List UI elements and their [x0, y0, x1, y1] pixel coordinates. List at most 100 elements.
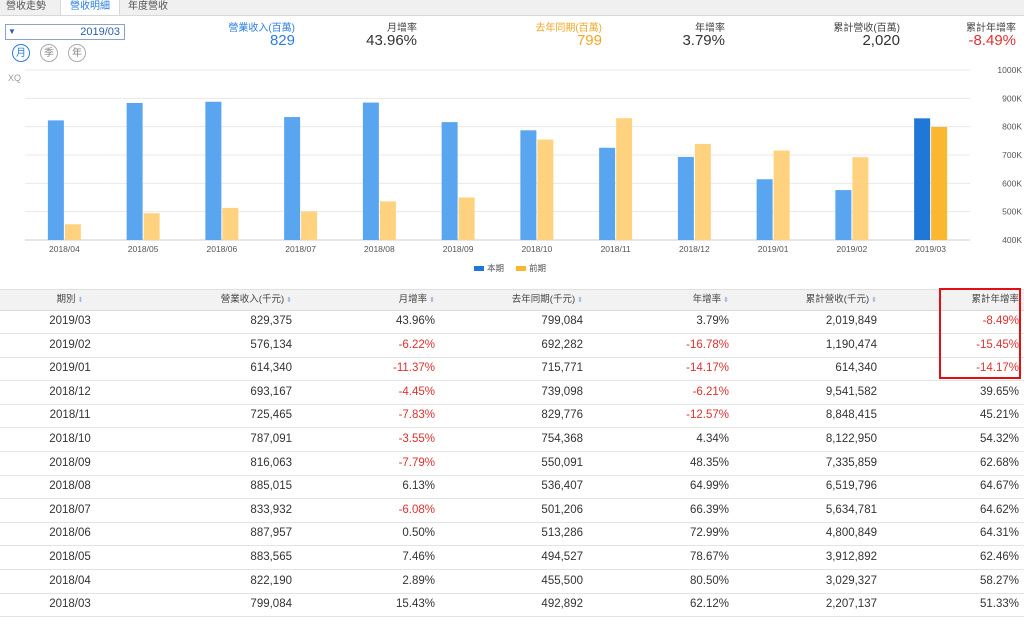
bar-previous — [379, 201, 396, 240]
table-row[interactable]: 2018/09 816,063 -7.79% 550,091 48.35% 7,335,8… — [0, 452, 1024, 476]
table-cell: -15.45% — [976, 338, 1019, 351]
summary-value-0: 829 — [269, 32, 295, 49]
table-cell: 829,776 — [541, 409, 583, 422]
column-header-3[interactable]: 去年同期(千元) ⬍ — [443, 290, 583, 310]
table-cell: 536,407 — [541, 480, 583, 493]
tab-bar: 營收走勢 營收明細 年度營收 — [0, 0, 1024, 16]
x-tick-label: 2018/08 — [364, 244, 395, 254]
table-cell: 614,340 — [250, 362, 292, 375]
bar-previous — [64, 224, 81, 240]
tab-revenue-detail[interactable]: 營收明細 — [60, 0, 120, 15]
column-header-label: 月增率 — [398, 294, 428, 305]
table-row[interactable]: 2018/12 693,167 -4.45% 739,098 -6.21% 9,541,5… — [0, 381, 1024, 405]
freq-quarterly-button[interactable]: 季 — [40, 44, 58, 62]
column-header-label: 期別 — [56, 294, 76, 305]
table-cell: 2019/01 — [49, 362, 91, 375]
table-cell: 5,634,781 — [825, 503, 877, 516]
table-cell: 799,084 — [541, 315, 583, 327]
x-tick-label: 2018/10 — [522, 244, 553, 254]
table-cell: 2018/06 — [49, 527, 91, 540]
column-header-label: 營業收入(千元) — [220, 294, 285, 305]
table-cell: -7.79% — [398, 456, 435, 469]
column-header-0[interactable]: 期別 ⬇ — [40, 290, 100, 310]
bar-previous — [931, 126, 948, 240]
bar-previous — [773, 150, 790, 240]
column-header-2[interactable]: 月增率 ⬍ — [295, 290, 435, 310]
table-cell: 0.50% — [402, 527, 435, 540]
tab-annual-revenue[interactable]: 年度營收 — [128, 1, 168, 12]
table-cell: 2019/03 — [49, 315, 91, 327]
table-row[interactable]: 2018/04 822,190 2.89% 455,500 80.50% 3,029,32… — [0, 570, 1024, 594]
table-cell: -14.17% — [976, 362, 1019, 375]
table-cell: 2019/02 — [49, 338, 91, 351]
x-tick-label: 2018/06 — [207, 244, 238, 254]
table-cell: -3.55% — [398, 433, 435, 445]
table-cell: 3,912,892 — [825, 551, 877, 563]
table-cell: 3.79% — [696, 315, 729, 327]
column-header-1[interactable]: 營業收入(千元) ⬍ — [152, 290, 292, 310]
freq-monthly-button[interactable]: 月 — [12, 44, 30, 62]
bar-current — [441, 122, 458, 240]
tab-revenue-trend[interactable]: 營收走勢 — [6, 1, 46, 12]
bar-previous — [222, 207, 239, 240]
table-cell: 8,122,950 — [825, 433, 877, 445]
table-cell: 39.65% — [979, 385, 1019, 398]
table-cell: 4,800,849 — [825, 527, 877, 540]
table-cell: 693,167 — [250, 385, 292, 398]
sort-icon: ⬍ — [577, 297, 583, 304]
table-cell: 62.12% — [689, 598, 729, 611]
table-row[interactable]: 2018/10 787,091 -3.55% 754,368 4.34% 8,122,95… — [0, 428, 1024, 452]
table-cell: 492,892 — [541, 598, 583, 611]
table-cell: 8,848,415 — [825, 409, 877, 422]
legend-swatch-previous — [516, 266, 526, 271]
table-row[interactable]: 2019/01 614,340 -11.37% 715,771 -14.17% 614,3… — [0, 357, 1024, 382]
table-cell: 45.21% — [979, 409, 1019, 422]
table-cell: 48.35% — [689, 456, 729, 469]
table-row[interactable]: 2019/02 576,134 -6.22% 692,282 -16.78% 1,190,… — [0, 334, 1024, 358]
legend-swatch-current — [474, 266, 484, 271]
table-cell: 3,029,327 — [825, 574, 877, 587]
table-cell: 692,282 — [541, 338, 583, 351]
table-cell: 725,465 — [250, 409, 292, 422]
table-cell: 6,519,796 — [825, 480, 877, 493]
sort-icon: ⬍ — [286, 297, 292, 304]
table-cell: 2018/04 — [49, 574, 91, 587]
table-cell: 43.96% — [395, 315, 435, 327]
table-cell: 7,335,859 — [825, 456, 877, 469]
table-row[interactable]: 2018/07 833,932 -6.08% 501,206 66.39% 5,634,7… — [0, 499, 1024, 523]
sort-icon: ⬍ — [871, 297, 877, 304]
table-cell: 64.62% — [979, 503, 1019, 516]
table-cell: 816,063 — [250, 456, 292, 469]
table-cell: 80.50% — [689, 574, 729, 587]
summary-value-4: 2,020 — [862, 32, 900, 49]
table-row[interactable]: 2018/05 883,565 7.46% 494,527 78.67% 3,912,89… — [0, 546, 1024, 570]
table-cell: 2018/03 — [49, 598, 91, 611]
table-row[interactable]: 2018/08 885,015 6.13% 536,407 64.99% 6,519,79… — [0, 475, 1024, 500]
table-cell: 822,190 — [250, 574, 292, 587]
table-row[interactable]: 2018/11 725,465 -7.83% 829,776 -12.57% 8,848,… — [0, 404, 1024, 429]
table-cell: 2018/08 — [49, 480, 91, 493]
table-cell: 64.31% — [979, 527, 1019, 540]
dropdown-arrow-icon: ▼ — [8, 27, 16, 36]
bar-current — [205, 101, 222, 240]
table-cell: 62.46% — [979, 551, 1019, 563]
table-row[interactable]: 2019/03 829,375 43.96% 799,084 3.79% 2,019,84… — [0, 310, 1024, 334]
summary-value-2: 799 — [576, 32, 602, 49]
table-cell: -14.17% — [686, 362, 729, 375]
x-tick-label: 2018/09 — [443, 244, 474, 254]
column-header-4[interactable]: 年增率 ⬍ — [589, 290, 729, 310]
column-header-5[interactable]: 累計營收(千元) ⬍ — [737, 290, 877, 310]
table-row[interactable]: 2018/06 887,957 0.50% 513,286 72.99% 4,800,84… — [0, 522, 1024, 547]
y-tick-label: 500K — [1002, 207, 1022, 217]
table-cell: 64.99% — [689, 480, 729, 493]
period-value: 2019/03 — [80, 26, 120, 38]
freq-yearly-button[interactable]: 年 — [68, 44, 86, 62]
table-cell: 2018/11 — [49, 409, 91, 422]
column-header-label: 去年同期(千元) — [511, 294, 576, 305]
bar-previous — [852, 157, 869, 240]
column-header-6[interactable]: 累計年增率 — [879, 290, 1019, 310]
table-cell: 494,527 — [541, 551, 583, 563]
period-dropdown[interactable]: ▼ 2019/03 — [5, 24, 125, 40]
summary-value-3: 3.79% — [682, 32, 725, 49]
table-row[interactable]: 2018/03 799,084 15.43% 492,892 62.12% 2,207,1… — [0, 593, 1024, 617]
